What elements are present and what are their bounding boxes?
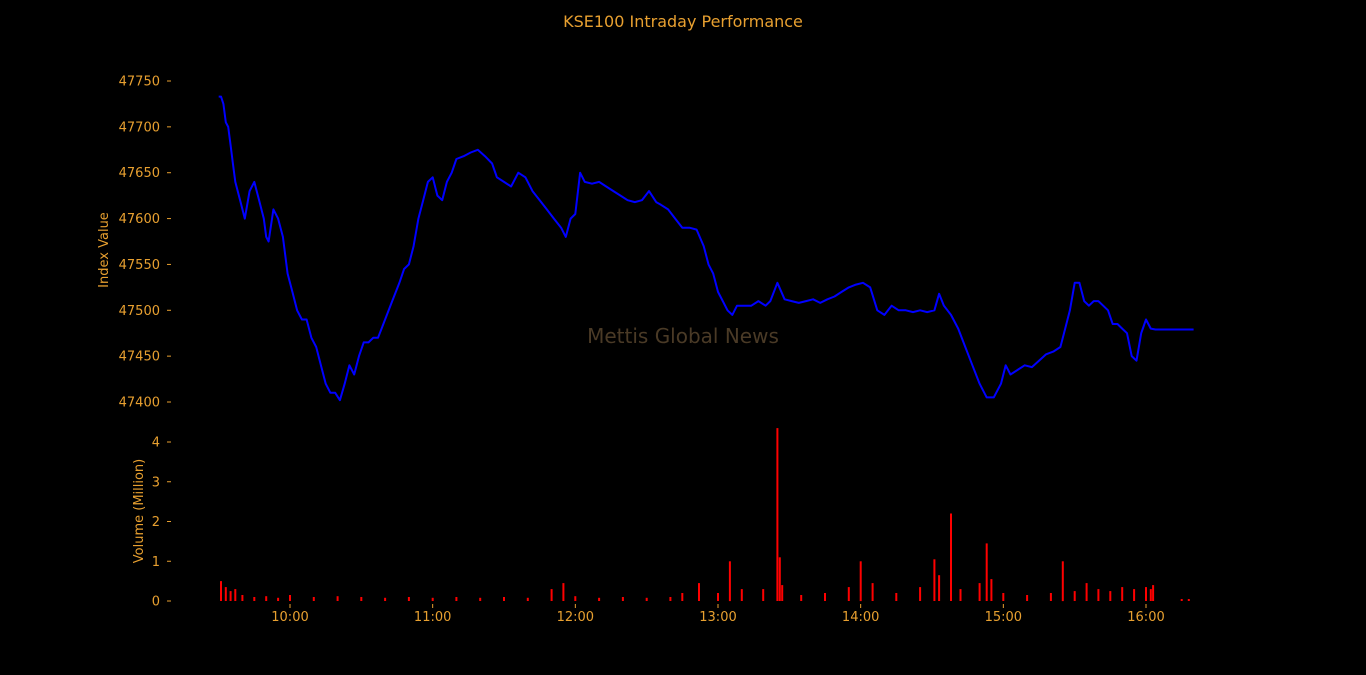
volume-bar [681, 593, 684, 601]
volume-bar [871, 583, 874, 601]
index-y-tick-label: 47650 [119, 166, 160, 181]
volume-bar [859, 561, 862, 602]
volume-bar [1121, 587, 1124, 601]
watermark-text: Mettis Global News [587, 324, 779, 348]
volume-bar [526, 597, 529, 601]
x-tick-label: 14:00 [842, 610, 879, 625]
volume-bar [728, 561, 731, 602]
volume-bar [1002, 593, 1005, 601]
index-y-tick-label: 47400 [119, 396, 160, 411]
chart-title: KSE100 Intraday Performance [563, 12, 803, 31]
x-tick-label: 10:00 [271, 610, 308, 625]
volume-y-tick-label: 2 [152, 515, 160, 530]
index-y-tick-label: 47700 [119, 120, 160, 135]
volume-bar [1073, 591, 1076, 601]
volume-bar [431, 597, 434, 601]
index-line-series [218, 95, 1194, 402]
volume-bar [621, 597, 624, 601]
x-tick-label: 11:00 [414, 610, 451, 625]
volume-bar [224, 587, 227, 601]
volume-bar [234, 589, 237, 601]
volume-bar [669, 597, 672, 601]
volume-bar [717, 593, 719, 601]
volume-bar [781, 585, 784, 601]
volume-bar [978, 583, 981, 601]
volume-y-axis: 0 1 2 3 4 [152, 436, 171, 610]
volume-bar [985, 543, 988, 601]
volume-bar [1152, 585, 1155, 601]
volume-bar-series [220, 428, 1190, 602]
volume-bar [847, 587, 850, 601]
volume-bar [698, 583, 700, 601]
volume-bar [574, 596, 577, 601]
volume-bar [933, 559, 936, 601]
volume-bar [938, 575, 941, 601]
index-y-tick-label: 47750 [119, 75, 160, 90]
volume-y-tick-label: 3 [152, 475, 160, 490]
index-line [218, 95, 1194, 402]
volume-bar [289, 595, 291, 601]
volume-bar [407, 597, 410, 601]
volume-bar [479, 597, 482, 601]
volume-y-tick-label: 4 [152, 436, 160, 451]
index-y-tick-label: 47600 [119, 212, 160, 227]
volume-bar [220, 581, 222, 601]
volume-bar [455, 597, 458, 601]
volume-bar [1049, 593, 1052, 601]
x-tick-label: 16:00 [1127, 610, 1164, 625]
volume-bar [919, 587, 922, 601]
index-y-tick-label: 47450 [119, 350, 160, 365]
volume-bar [990, 579, 993, 601]
volume-bar [1187, 599, 1190, 601]
volume-bar [895, 593, 898, 601]
x-axis: 10:00 11:00 12:00 13:00 14:00 15:00 16:00 [271, 604, 1165, 625]
volume-bar [800, 595, 803, 601]
volume-bar [360, 597, 363, 601]
volume-y-axis-label: Volume (Million) [132, 459, 147, 563]
volume-y-tick-label: 1 [152, 555, 160, 570]
volume-bar [1097, 589, 1100, 601]
volume-bar [776, 428, 779, 601]
volume-bar [1085, 583, 1088, 601]
volume-bar [645, 597, 648, 601]
volume-bar [1109, 591, 1112, 601]
index-y-tick-label: 47500 [119, 304, 160, 319]
volume-bar [1149, 589, 1152, 601]
volume-bar [265, 596, 268, 601]
volume-bar [253, 597, 256, 601]
volume-bar [1180, 599, 1183, 601]
volume-bar [336, 596, 339, 601]
volume-bar [550, 589, 553, 601]
volume-bar [824, 593, 826, 601]
volume-bar [740, 589, 743, 601]
volume-bar [312, 597, 315, 601]
index-y-tick-label: 47550 [119, 258, 160, 273]
volume-bar [1026, 595, 1029, 601]
volume-bar [384, 597, 387, 601]
volume-bar [598, 597, 601, 601]
x-tick-label: 15:00 [985, 610, 1022, 625]
volume-y-tick-label: 0 [152, 595, 160, 610]
index-y-axis-label: Index Value [97, 212, 112, 288]
volume-bar [229, 591, 232, 601]
volume-bar [562, 583, 565, 601]
volume-bar [1133, 589, 1136, 601]
index-y-axis: 47400 47450 47500 47550 47600 47650 47700 47750 [119, 75, 171, 411]
volume-bar [959, 589, 962, 601]
volume-bar [503, 597, 505, 601]
x-tick-label: 12:00 [557, 610, 594, 625]
volume-bar [277, 597, 280, 601]
volume-bar [241, 595, 244, 601]
x-tick-label: 13:00 [699, 610, 736, 625]
volume-bar [762, 589, 765, 601]
volume-bar [1061, 561, 1064, 602]
volume-bar [950, 513, 952, 601]
volume-bar [1145, 587, 1147, 601]
volume-bar [778, 557, 781, 601]
